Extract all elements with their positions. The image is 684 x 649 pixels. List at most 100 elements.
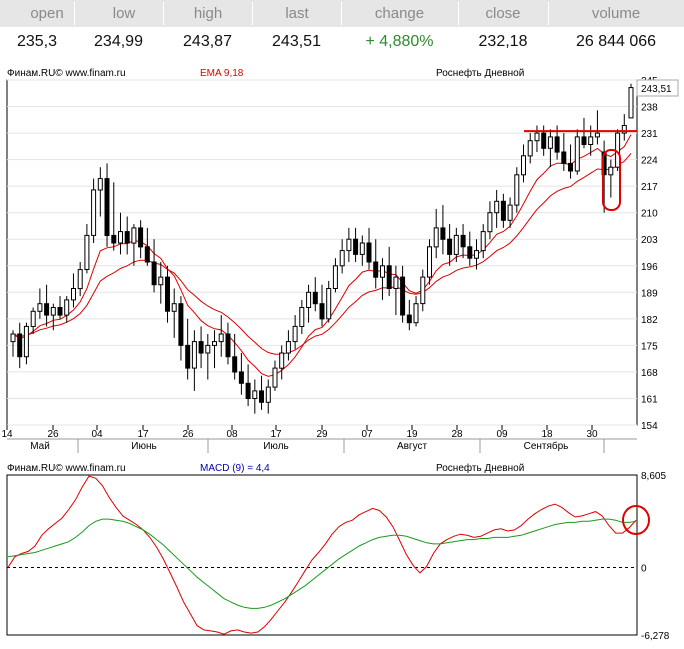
candle-body — [460, 234, 466, 248]
candle-body — [218, 333, 224, 343]
price-y-tick: 210 — [641, 209, 658, 220]
candle-body — [494, 200, 500, 214]
price-panel: Финам.RU© www.finam.ru EMA 9,18 Роснефть… — [1, 67, 679, 453]
price-y-tick: 203 — [641, 235, 658, 246]
candle — [111, 182, 117, 251]
candle — [285, 330, 291, 361]
candle-body — [265, 386, 271, 403]
candle-body — [474, 250, 479, 259]
price-x-tick: 09 — [496, 429, 508, 440]
candle-body — [514, 174, 520, 206]
candle-body — [198, 341, 204, 354]
price-x-tick: 19 — [406, 429, 418, 440]
candle — [433, 208, 439, 259]
candle-body — [97, 178, 103, 191]
price-y-tick: 238 — [641, 103, 658, 114]
candle — [225, 322, 231, 365]
price-y-tick: 168 — [641, 368, 658, 379]
quote-header-row: open low high last change close volume — [0, 0, 684, 27]
candle-body — [500, 200, 506, 221]
candle — [91, 178, 97, 244]
candle — [467, 231, 473, 266]
price-x-tick: 04 — [91, 429, 103, 440]
candle-body — [353, 238, 359, 255]
candle — [326, 280, 332, 323]
candle-body — [628, 87, 634, 119]
value-open: 235,3 — [16, 33, 58, 50]
candle-body — [44, 303, 50, 316]
candle — [97, 167, 103, 217]
candle-body — [332, 265, 338, 289]
candle-body — [588, 136, 594, 145]
price-x-tick: 28 — [451, 429, 463, 440]
candle-body — [259, 390, 264, 403]
candle — [30, 307, 36, 335]
candle-body — [144, 246, 150, 263]
candle — [474, 239, 479, 270]
candle — [393, 265, 399, 316]
macd-source-label: Финам.RU© www.finam.ru — [7, 463, 126, 474]
macd-plot-frame — [6, 474, 638, 636]
candle — [447, 224, 453, 266]
candle-body — [400, 276, 406, 316]
candle-body — [212, 341, 217, 346]
price-x-tick: 26 — [182, 429, 194, 440]
price-x-tick: 30 — [586, 429, 598, 440]
candle-body — [71, 288, 76, 301]
macd-line — [7, 475, 637, 635]
candle-body — [608, 166, 614, 176]
price-y-axis: 1541611681751821891962032102172242312382… — [641, 76, 658, 432]
price-x-tick: 14 — [1, 429, 13, 440]
value-low: 234,99 — [94, 33, 143, 50]
candle — [124, 216, 130, 255]
month-label: Август — [397, 441, 428, 452]
candle — [346, 227, 352, 262]
candle-body — [165, 276, 170, 312]
candle — [292, 315, 298, 350]
header-close: close — [485, 5, 521, 22]
price-y-tick: 189 — [641, 288, 658, 299]
candle-body — [366, 242, 372, 263]
header-volume: volume — [591, 5, 641, 22]
candle — [413, 296, 419, 327]
highlight-ellipse-macd — [622, 505, 650, 535]
candle — [500, 193, 506, 228]
price-y-tick: 161 — [641, 394, 658, 405]
candle-body — [594, 132, 600, 138]
price-plot-frame — [6, 79, 638, 426]
value-change: + 4,880% — [365, 33, 434, 50]
candle-body — [319, 303, 325, 320]
candle-body — [406, 314, 412, 324]
quote-values-row: 235,3 234,99 243,87 243,51 + 4,880% 232,… — [0, 27, 684, 57]
candle — [185, 318, 191, 380]
candle-body — [359, 242, 365, 255]
price-grid — [7, 79, 637, 426]
candle — [460, 224, 466, 259]
macd-panel: Финам.RU© www.finam.ru MACD (9) = 4,4 Ро… — [6, 462, 670, 642]
candle-body — [386, 265, 392, 289]
candle-body — [50, 307, 56, 316]
candle-body — [554, 136, 560, 153]
candle — [386, 246, 392, 297]
candle — [366, 227, 372, 270]
candle — [158, 261, 164, 304]
price-x-tick: 29 — [316, 429, 328, 440]
candle-body — [57, 307, 63, 316]
candle-body — [272, 367, 278, 388]
candle-body — [245, 382, 251, 399]
candle-body — [581, 136, 587, 145]
header-change: change — [374, 5, 425, 22]
candle — [104, 163, 110, 247]
price-x-axis: 14 26 04 17 26 08 17 29 07 19 28 09 18 30 Май Июнь Июль А… — [1, 425, 637, 453]
price-y-tick: 154 — [641, 421, 658, 432]
candle — [232, 334, 238, 380]
candle-body — [440, 227, 446, 240]
price-x-tick: 07 — [361, 429, 373, 440]
last-price-label: 243,51 — [641, 84, 672, 95]
price-y-tick: 231 — [641, 129, 658, 140]
candle — [568, 144, 573, 179]
candle-body — [118, 231, 123, 244]
candle-body — [427, 246, 432, 278]
candle — [118, 212, 123, 255]
macd-lines — [7, 475, 637, 635]
